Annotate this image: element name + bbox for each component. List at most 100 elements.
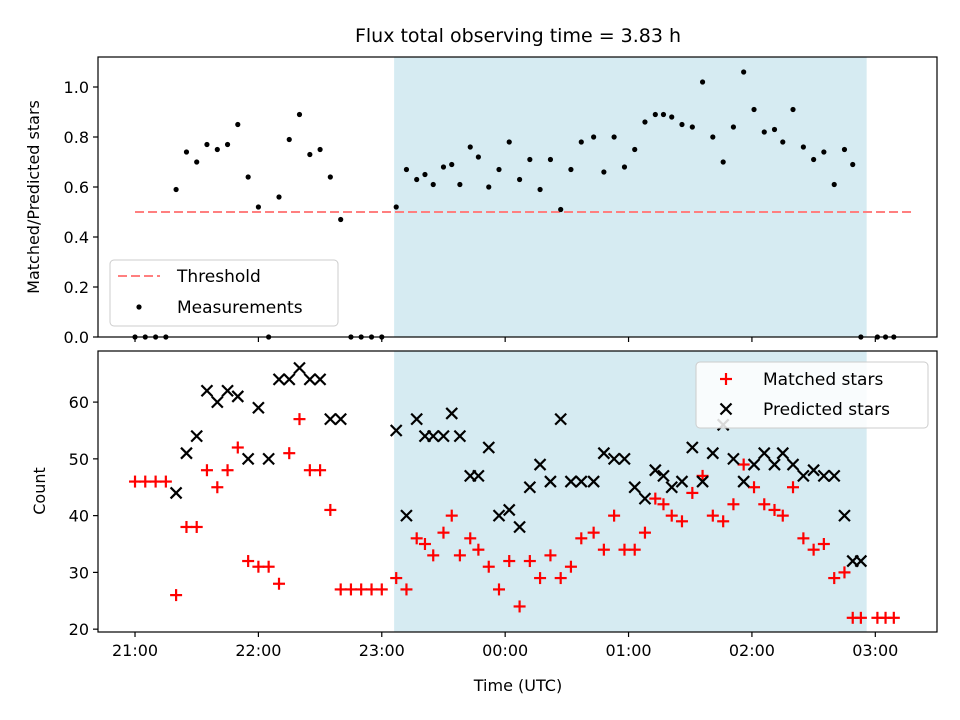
measurement-point bbox=[338, 216, 344, 223]
matched-star-point bbox=[464, 532, 477, 545]
predicted-star-point bbox=[313, 373, 327, 386]
predicted-star-point bbox=[453, 429, 467, 443]
predicted-star-point bbox=[445, 407, 459, 420]
x-tick-label: 03:00 bbox=[852, 641, 898, 660]
predicted-star-point bbox=[400, 509, 413, 522]
predicted-star-point bbox=[797, 469, 810, 483]
matched-star-point bbox=[221, 464, 234, 477]
measurement-point bbox=[307, 151, 313, 158]
x-tick-label: 23:00 bbox=[359, 641, 405, 660]
measurement-point bbox=[730, 124, 737, 130]
predicted-star-point bbox=[838, 509, 851, 522]
legend-measurement-label: Measurements bbox=[177, 298, 303, 318]
measurement-point bbox=[642, 119, 648, 125]
predicted-star-point bbox=[686, 441, 699, 454]
y-tick-label: 40 bbox=[69, 507, 89, 526]
matched-star-point bbox=[190, 520, 203, 533]
matched-star-point bbox=[242, 555, 255, 568]
predicted-star-point bbox=[190, 429, 203, 443]
legend-matched-swatch bbox=[720, 373, 732, 385]
matched-star-point bbox=[482, 560, 495, 573]
matched-star-point bbox=[513, 600, 526, 613]
measurement-point bbox=[578, 139, 584, 145]
predicted-star-point bbox=[696, 475, 709, 488]
measurement-point bbox=[194, 159, 200, 165]
y-tick-label: 20 bbox=[69, 620, 89, 639]
matched-star-point bbox=[211, 481, 224, 494]
matched-star-point bbox=[437, 526, 450, 539]
matched-star-point bbox=[252, 560, 265, 573]
y-tick-label: 0.4 bbox=[64, 228, 89, 247]
measurement-point bbox=[632, 146, 638, 153]
matched-star-point bbox=[838, 566, 851, 579]
predicted-stars-points bbox=[169, 361, 868, 568]
matched-stars-points bbox=[129, 413, 900, 624]
matched-star-point bbox=[758, 498, 771, 511]
predicted-star-point bbox=[638, 492, 652, 505]
matched-star-point bbox=[737, 458, 750, 471]
measurement-point bbox=[831, 181, 837, 188]
measurement-point bbox=[660, 111, 667, 118]
matched-star-point bbox=[503, 555, 516, 568]
measurement-point bbox=[591, 134, 597, 140]
matched-star-point bbox=[564, 560, 577, 573]
measurement-point bbox=[440, 164, 447, 170]
measurement-point bbox=[761, 129, 767, 135]
top-x-ticks bbox=[134, 337, 876, 342]
legend-predicted-label: Predicted stars bbox=[763, 400, 890, 420]
predicted-star-point bbox=[334, 412, 347, 426]
y-tick-label: 0.2 bbox=[64, 278, 89, 297]
bottom-y-axis-label: Count bbox=[30, 467, 49, 515]
predicted-star-point bbox=[564, 475, 578, 488]
measurement-point bbox=[296, 111, 303, 118]
matched-star-point bbox=[427, 549, 440, 562]
x-axis-label: Time (UTC) bbox=[473, 676, 562, 695]
measurement-point bbox=[527, 156, 533, 163]
measurement-point bbox=[558, 206, 564, 213]
predicted-star-point bbox=[747, 458, 761, 471]
matched-star-point bbox=[170, 589, 183, 602]
predicted-star-point bbox=[628, 480, 641, 494]
measurement-point bbox=[800, 144, 806, 150]
measurement-point bbox=[486, 184, 492, 190]
matched-star-point bbox=[293, 413, 306, 426]
measurement-point bbox=[457, 181, 463, 188]
predicted-star-point bbox=[587, 475, 600, 488]
measurement-point bbox=[183, 149, 190, 155]
matched-star-point bbox=[638, 526, 651, 539]
predicted-star-point bbox=[554, 412, 567, 426]
matched-star-point bbox=[675, 515, 688, 528]
matched-star-point bbox=[149, 475, 162, 488]
measurement-point bbox=[245, 174, 251, 180]
measurement-point bbox=[568, 166, 574, 173]
measurement-point bbox=[516, 176, 523, 183]
measurement-point bbox=[601, 169, 607, 175]
predicted-star-point bbox=[675, 475, 689, 488]
predicted-star-point bbox=[786, 458, 800, 471]
predicted-star-point bbox=[472, 469, 485, 483]
y-tick-label: 0.8 bbox=[64, 128, 89, 147]
measurement-point bbox=[751, 106, 757, 113]
bottom-panel-frame bbox=[97, 350, 938, 633]
matched-star-point bbox=[608, 509, 621, 522]
predicted-star-point bbox=[657, 469, 670, 483]
matched-star-point bbox=[534, 572, 547, 585]
measurement-point bbox=[449, 161, 455, 168]
measurement-point bbox=[771, 126, 778, 133]
predicted-star-point bbox=[513, 520, 526, 534]
matched-star-point bbox=[686, 486, 699, 499]
measurement-point bbox=[611, 134, 617, 140]
x-tick-label: 22:00 bbox=[235, 641, 281, 660]
matched-star-point bbox=[665, 509, 678, 522]
measurement-point bbox=[790, 106, 796, 113]
measurement-point bbox=[496, 166, 502, 173]
observing-window-shade bbox=[394, 57, 867, 337]
predicted-star-point bbox=[262, 452, 275, 466]
bottom-x-ticks: 21:00 22:00 23:00 00:00 01:00 02:00 03:00 bbox=[112, 632, 898, 660]
predicted-star-point bbox=[854, 554, 868, 568]
predicted-star-point bbox=[492, 509, 506, 522]
bottom-legend: Matched stars Predicted stars bbox=[695, 361, 929, 429]
matched-star-point bbox=[628, 543, 641, 556]
predicted-star-point bbox=[200, 384, 214, 398]
measurement-point bbox=[720, 159, 726, 165]
